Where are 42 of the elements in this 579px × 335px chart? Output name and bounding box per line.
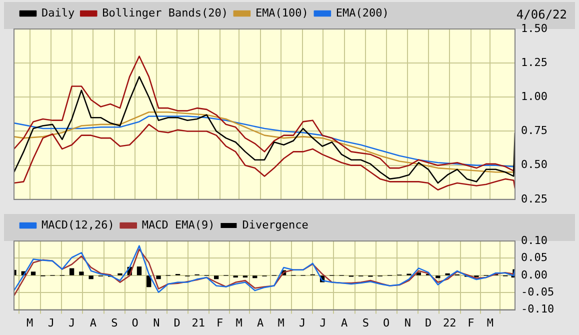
x-tick-label: S [111, 316, 118, 330]
legend-label: Bollinger Bands(20) [102, 6, 228, 20]
x-tick-label: A [341, 316, 348, 330]
x-tick-label: M [26, 316, 34, 330]
legend-label: MACD(12,26) [42, 218, 114, 232]
x-tick-label: A [90, 316, 97, 330]
y-tick-label: 0.75 [521, 124, 548, 138]
x-tick-label: M [278, 316, 285, 330]
x-tick-label: 22 [442, 316, 456, 330]
x-tick-label: D [424, 316, 432, 330]
legend-label: MACD EMA(9) [142, 218, 215, 232]
y-tick-label: 0.25 [521, 192, 548, 206]
x-tick-label: M [236, 316, 243, 330]
x-tick-label: J [299, 316, 306, 330]
legend-label: EMA(100) [255, 6, 308, 20]
y-tick-label: 0.10 [521, 234, 548, 247]
x-tick-label: S [362, 316, 369, 330]
y-tick-label: -0.10 [521, 302, 554, 316]
x-tick-label: A [257, 316, 264, 330]
legend-label: EMA(200) [336, 6, 389, 20]
x-tick-label: N [153, 316, 160, 330]
x-tick-label: M [486, 316, 494, 330]
x-tick-label: J [320, 316, 326, 330]
x-tick-label: J [48, 316, 54, 330]
y-tick-label: 1.00 [521, 90, 548, 104]
x-tick-label: O [132, 316, 138, 330]
x-tick-label: O [382, 316, 390, 330]
text: 4/06/22 [516, 8, 567, 22]
y-tick-label: 0.00 [521, 268, 548, 282]
y-tick-label: 0.50 [521, 158, 548, 172]
legend-label: Divergence [242, 218, 308, 232]
y-tick-label: -0.05 [521, 285, 554, 298]
y-tick-label: 1.25 [521, 56, 548, 69]
x-tick-label: J [68, 316, 76, 330]
x-tick-label: 21 [192, 316, 206, 330]
y-tick-label: 1.50 [521, 22, 548, 35]
x-tick-label: N [404, 316, 411, 330]
x-tick-label: D [174, 316, 180, 330]
x-tick-label: F [216, 316, 224, 330]
legend-label: Daily [42, 6, 75, 20]
y-tick-label: 0.05 [521, 251, 548, 264]
x-tick-label: F [468, 316, 474, 330]
